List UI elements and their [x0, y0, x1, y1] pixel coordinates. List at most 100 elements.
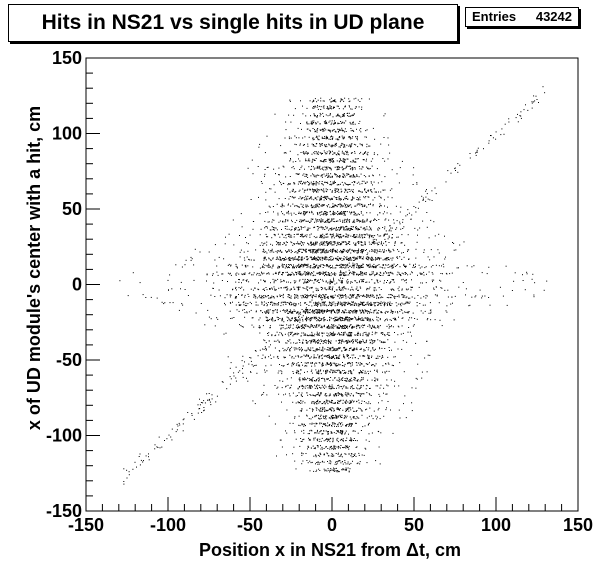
data-point-3518	[241, 282, 242, 284]
data-point-2302	[339, 317, 341, 319]
data-point-4420	[408, 249, 410, 251]
data-point-1738	[333, 331, 334, 333]
data-point-608	[411, 410, 413, 412]
data-point-3691	[290, 273, 292, 275]
data-point-2876	[400, 305, 402, 307]
data-point-125	[358, 454, 360, 456]
data-point-3274	[373, 290, 375, 292]
data-point-4027	[327, 265, 328, 267]
data-point-1136	[364, 370, 366, 372]
data-point-1770	[388, 334, 389, 336]
data-point-1714	[371, 339, 373, 341]
data-point-159	[336, 446, 338, 448]
data-point-80	[307, 462, 309, 464]
data-point-3943	[298, 263, 300, 265]
data-point-4028	[381, 266, 383, 268]
data-point-4852	[291, 236, 293, 238]
data-point-3271	[391, 288, 393, 290]
data-point-695	[350, 401, 352, 403]
data-point-4515	[305, 248, 307, 250]
data-point-2018	[312, 324, 314, 326]
data-point-3132	[352, 296, 354, 298]
data-point-1962	[305, 325, 307, 327]
data-point-110	[315, 455, 317, 457]
data-point-1833	[287, 333, 289, 335]
data-point-2495	[321, 309, 323, 311]
data-point-198	[313, 448, 315, 449]
data-point-2813	[390, 304, 392, 306]
data-point-3522	[425, 282, 427, 284]
data-point-4362	[313, 257, 315, 259]
data-point-3192	[310, 287, 312, 289]
data-point-4364	[239, 256, 241, 258]
data-point-656	[349, 400, 351, 402]
data-point-2648	[300, 302, 301, 304]
data-point-228	[332, 437, 334, 439]
data-point-1350	[367, 354, 369, 356]
data-point-4777	[311, 244, 313, 246]
data-point-3417	[346, 280, 348, 282]
data-point-848	[316, 384, 318, 386]
data-point-4393	[344, 249, 346, 251]
data-point-2274	[390, 319, 392, 321]
data-point-892	[359, 387, 361, 389]
data-point-3920	[269, 267, 271, 268]
data-point-4233	[321, 259, 323, 261]
data-point-262	[295, 438, 297, 440]
data-point-4981	[299, 236, 301, 237]
data-point-4435	[336, 249, 338, 251]
data-point-4800	[316, 243, 318, 245]
data-point-2654	[320, 303, 322, 305]
data-point-377	[364, 425, 366, 427]
data-point-3529	[206, 280, 207, 282]
data-point-4752	[343, 241, 345, 243]
data-point-4762	[300, 241, 302, 243]
data-point-4908	[392, 237, 393, 239]
data-point-728	[341, 395, 343, 397]
data-point-1245	[363, 365, 365, 367]
data-point-2971	[408, 297, 409, 299]
data-point-1306	[335, 354, 337, 356]
data-point-660	[360, 403, 362, 404]
data-point-671	[281, 401, 282, 403]
data-point-4147	[330, 259, 332, 261]
data-point-2943	[436, 294, 438, 296]
data-point-2303	[315, 316, 317, 318]
data-point-3679	[261, 272, 263, 274]
data-point-3294	[373, 289, 375, 291]
data-point-1758	[329, 332, 331, 334]
data-point-3431	[270, 282, 271, 284]
data-point-3661	[244, 273, 246, 275]
data-point-273	[350, 438, 352, 440]
data-point-4389	[360, 250, 362, 252]
data-point-2095	[335, 319, 337, 320]
data-point-1220	[311, 365, 313, 367]
data-point-145	[315, 454, 317, 456]
data-point-1265	[298, 365, 300, 366]
data-point-1609	[311, 339, 313, 341]
data-point-2977	[290, 295, 292, 297]
data-point-3117	[324, 296, 326, 298]
data-point-4644	[332, 244, 334, 246]
data-point-1187	[351, 364, 353, 366]
data-point-4902	[363, 233, 365, 235]
data-point-2831	[310, 301, 312, 303]
data-point-4008	[432, 265, 434, 266]
data-point-3686	[388, 275, 390, 276]
data-point-4336	[396, 256, 398, 258]
data-point-278	[320, 440, 322, 442]
data-point-3203	[278, 287, 280, 289]
data-point-1091	[350, 373, 352, 374]
data-point-3497	[354, 280, 356, 282]
data-point-4418	[362, 249, 364, 251]
data-point-683	[338, 402, 340, 404]
data-point-2393	[390, 310, 392, 312]
data-point-1276	[270, 364, 272, 366]
data-point-966	[303, 378, 305, 380]
data-point-2586	[446, 311, 448, 313]
data-point-2665	[404, 303, 406, 305]
data-point-2781	[368, 303, 370, 305]
data-point-2482	[246, 312, 248, 314]
data-point-3618	[390, 272, 392, 274]
data-point-2949	[341, 297, 343, 298]
